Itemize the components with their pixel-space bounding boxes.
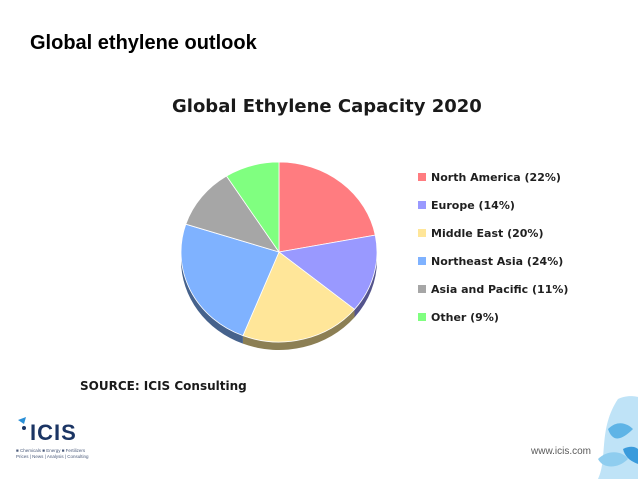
legend-item: Northeast Asia (24%): [418, 247, 568, 275]
pie-slice: [225, 161, 280, 254]
pie-slice: [278, 161, 376, 253]
pie-slice: [185, 175, 280, 253]
logo-tagline-line2: Prices | News | Analysis | Consulting: [16, 454, 89, 459]
pie-slice: [278, 234, 378, 310]
legend-swatch: [418, 173, 426, 181]
legend-label: Other (9%): [431, 310, 499, 324]
legend-label: Asia and Pacific (11%): [431, 282, 569, 296]
legend-item: Middle East (20%): [418, 219, 568, 247]
legend-label: Europe (14%): [431, 198, 515, 212]
legend-item: Europe (14%): [418, 191, 568, 219]
pie-slice: [180, 223, 280, 337]
legend-swatch: [418, 201, 426, 209]
legend-swatch: [418, 313, 426, 321]
legend-swatch: [418, 285, 426, 293]
legend-label: North America (22%): [431, 170, 561, 184]
logo-tagline: ■ Chemicals ■ Energy ■ Fertilizers Price…: [16, 448, 126, 460]
legend-item: Other (9%): [418, 303, 568, 331]
legend-swatch: [418, 229, 426, 237]
legend-label: Middle East (20%): [431, 226, 544, 240]
pie-slice: [242, 251, 356, 343]
footer-url: www.icis.com: [531, 446, 592, 457]
legend-swatch: [418, 257, 426, 265]
slide-title: Global ethylene outlook: [30, 32, 257, 54]
corner-decoration-icon: [598, 396, 638, 479]
source-note: SOURCE: ICIS Consulting: [80, 379, 247, 393]
pie-slice-side: [242, 309, 355, 350]
logo-tagline-line1: ■ Chemicals ■ Energy ■ Fertilizers: [16, 448, 86, 453]
chart-title: Global Ethylene Capacity 2020: [172, 96, 482, 117]
legend-item: Asia and Pacific (11%): [418, 275, 568, 303]
pie-slice-side: [354, 252, 377, 318]
legend-label: Northeast Asia (24%): [431, 254, 564, 268]
logo-mark-icon: [18, 417, 26, 430]
icis-logo: ICIS ■ Chemicals ■ Energy ■ Fertilizers …: [12, 412, 122, 472]
legend-item: North America (22%): [418, 163, 568, 191]
chart-legend: North America (22%) Europe (14%) Middle Ea…: [418, 163, 568, 331]
logo-word: ICIS: [30, 420, 77, 445]
pie-slice-side: [181, 252, 243, 344]
